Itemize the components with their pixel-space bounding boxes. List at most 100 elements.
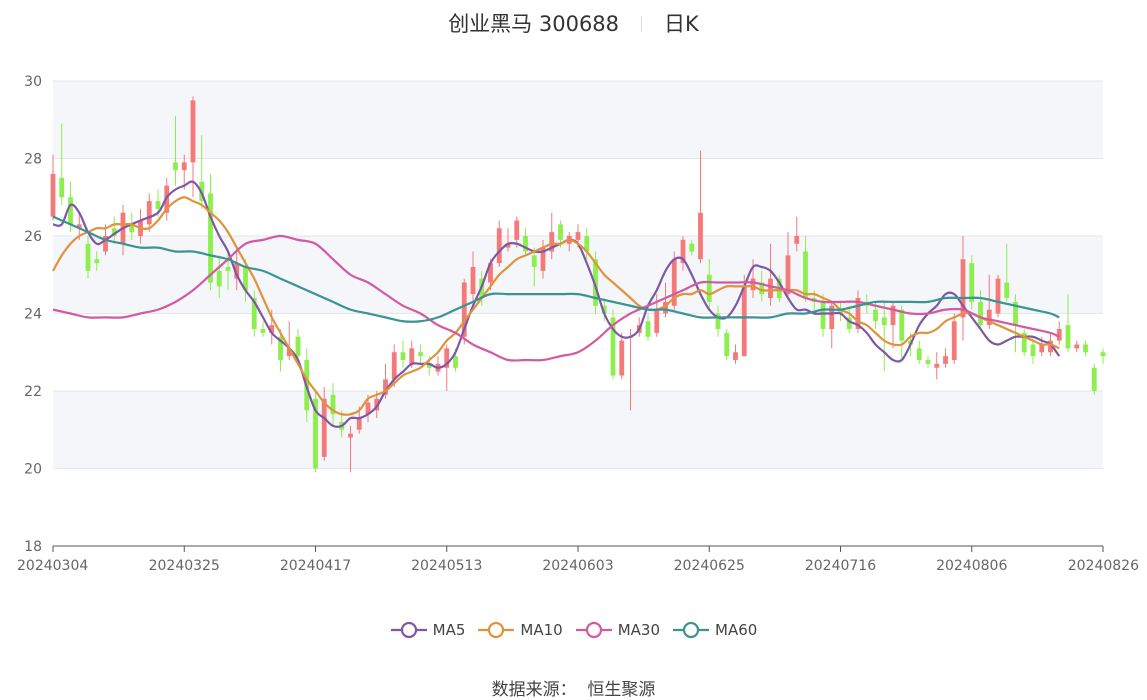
candle-body: [724, 332, 730, 357]
y-tick-label: 26: [24, 229, 42, 245]
y-tick-label: 20: [24, 462, 42, 478]
candle-body: [794, 236, 800, 244]
candle-body: [540, 247, 546, 271]
candle-body: [496, 228, 502, 264]
legend-item-ma10[interactable]: MA10: [477, 620, 563, 640]
candle-body: [426, 363, 432, 368]
candle-body: [330, 394, 336, 415]
title-separator: [641, 16, 643, 32]
candle-body: [181, 162, 187, 171]
candle-body: [531, 255, 537, 267]
candle-body: [85, 243, 91, 271]
candle-body: [645, 321, 651, 337]
legend-item-ma5[interactable]: MA5: [390, 620, 466, 640]
candle-body: [1091, 367, 1097, 391]
x-tick-label: 20240304: [17, 558, 88, 574]
x-tick-label: 20240325: [149, 558, 220, 574]
candle-body: [1039, 344, 1045, 353]
candle-body: [278, 336, 283, 360]
candle-body: [925, 360, 931, 364]
x-tick-label: 20240716: [805, 558, 876, 574]
plot-band: [53, 81, 1103, 159]
ma-line-ma30: [52, 234, 1060, 362]
candle-body: [208, 193, 213, 283]
candle-body: [689, 243, 695, 252]
candle-body: [873, 309, 878, 322]
legend-marker-icon: [575, 621, 612, 639]
candle-body: [418, 352, 423, 357]
candle-body: [190, 100, 196, 163]
x-tick-label: 20240826: [1068, 558, 1139, 574]
legend-label: MA5: [432, 621, 466, 639]
legend-item-ma30[interactable]: MA30: [575, 620, 660, 640]
candle-body: [759, 282, 765, 295]
candle-body: [803, 251, 808, 298]
y-tick-label: 18: [24, 539, 42, 555]
candle-body: [1074, 344, 1080, 349]
legend-label: MA10: [520, 621, 563, 639]
candle-body: [838, 309, 843, 314]
ma-line-ma60: [52, 215, 1060, 323]
x-axis: 20240304 20240325 20240417 20240513 20240603…: [17, 545, 1139, 574]
legend-label: MA30: [617, 621, 661, 639]
y-tick-label: 30: [24, 74, 42, 90]
candle-body: [899, 309, 905, 341]
x-tick-label: 20240603: [542, 558, 613, 574]
candle-body: [619, 340, 625, 376]
candle-body: [356, 418, 362, 430]
candle-body: [1083, 344, 1088, 353]
candle-body: [59, 177, 65, 198]
candle-body: [934, 363, 940, 368]
candle-body: [94, 259, 100, 264]
candle-body: [1013, 301, 1018, 326]
candle-body: [1065, 325, 1071, 349]
x-tick-label: 20240417: [280, 558, 351, 574]
candle-body: [260, 329, 266, 333]
candle-body: [943, 356, 948, 364]
candle-body: [76, 224, 82, 229]
candle-body: [461, 282, 467, 337]
candle-body: [400, 352, 406, 360]
candle-body: [269, 325, 275, 333]
candle-body: [514, 220, 520, 240]
candle-body: [505, 243, 511, 248]
legend-label: MA60: [715, 621, 758, 639]
legend-item-ma60[interactable]: MA60: [672, 620, 757, 640]
candle-body: [610, 317, 616, 376]
candle-body: [1056, 329, 1062, 341]
candle-body: [750, 278, 756, 291]
candle-body: [593, 259, 598, 306]
candle-body: [706, 274, 712, 302]
candle-body: [768, 278, 773, 298]
candle-body: [129, 224, 135, 233]
plot-band: [53, 391, 1103, 469]
candle-body: [741, 286, 747, 357]
candle-body: [890, 305, 896, 326]
candle-body: [986, 309, 992, 326]
candle-body: [558, 224, 563, 240]
candle-body: [146, 201, 152, 225]
candle-body: [855, 298, 861, 329]
candle-body: [1100, 352, 1106, 357]
candle-body: [715, 313, 721, 329]
candle-body: [348, 433, 353, 438]
candle-body: [951, 321, 957, 360]
x-tick-label: 20240513: [411, 558, 482, 574]
candle-body: [383, 379, 388, 395]
candle-body: [234, 263, 240, 279]
candle-body: [111, 228, 117, 236]
candle-body: [321, 398, 327, 457]
candle-body: [881, 317, 887, 326]
candle-body: [173, 162, 178, 171]
data-source: 数据来源： 恒生聚源: [0, 675, 1147, 700]
candle-body: [549, 232, 555, 252]
candle-body: [601, 305, 607, 314]
candle-body: [733, 352, 738, 360]
candle-body: [313, 398, 318, 469]
candle-body: [50, 174, 56, 217]
legend-marker-icon: [673, 621, 710, 639]
candle-body: [68, 197, 73, 225]
x-tick-label: 20240806: [936, 558, 1007, 574]
candle-body: [671, 259, 677, 306]
